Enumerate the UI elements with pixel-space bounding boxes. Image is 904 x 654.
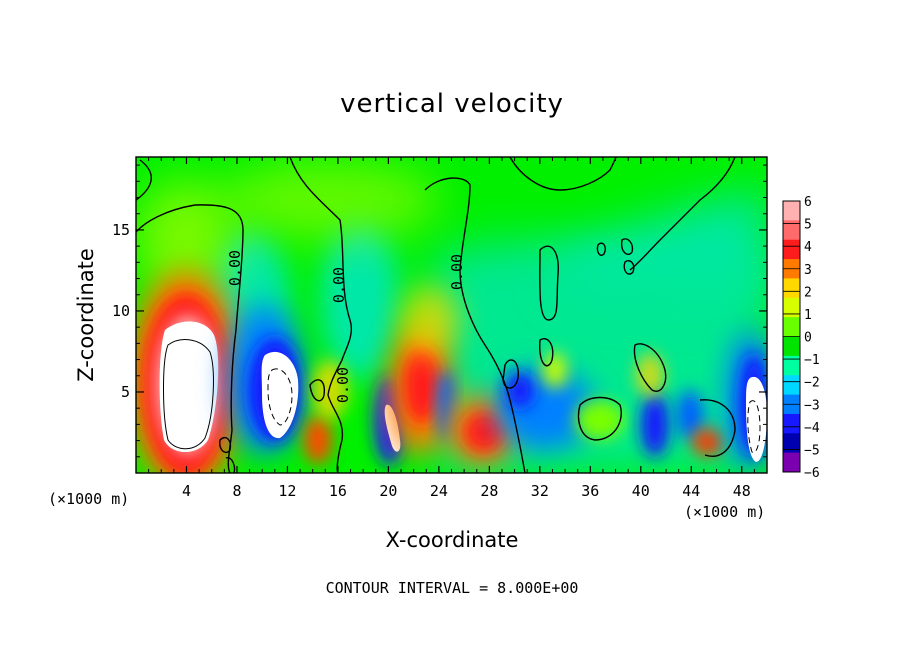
updraft-core-9-green bbox=[575, 400, 625, 440]
x-unit-label-left: (×1000 m) bbox=[48, 490, 129, 508]
contour-labels: 0.00 0.00 0.00 0.00 bbox=[226, 250, 466, 403]
x-tick-label: 36 bbox=[581, 482, 599, 500]
x-axis: 4 8 12 16 20 24 28 32 36 40 44 48 bbox=[148, 157, 755, 500]
x-tick-label: 24 bbox=[430, 482, 448, 500]
zero-contour-13 bbox=[309, 379, 325, 402]
contour-interval-note: CONTOUR INTERVAL = 8.000E+00 bbox=[326, 579, 579, 597]
zero-contour-10 bbox=[633, 343, 667, 392]
contour-label: 0.00 bbox=[334, 367, 352, 403]
updraft-core-9-haze bbox=[543, 352, 567, 388]
colorbar-swatch bbox=[783, 201, 800, 221]
colorbar-label: −2 bbox=[804, 376, 820, 391]
colorbar-swatch bbox=[783, 336, 800, 357]
colorbar-label: 5 bbox=[804, 218, 812, 233]
downdraft-core-2-peak bbox=[261, 351, 299, 439]
downdraft-core-10-b bbox=[676, 390, 704, 440]
x-tick-label: 48 bbox=[733, 482, 751, 500]
x-tick-label: 4 bbox=[182, 482, 191, 500]
contour-label: 0.00 bbox=[448, 254, 466, 290]
y-tick-label: 15 bbox=[112, 221, 130, 239]
updraft-core-3-haze bbox=[312, 360, 348, 420]
colorbar-swatch bbox=[783, 452, 800, 473]
y-axis-title: Z-coordinate bbox=[74, 248, 98, 382]
zero-contour-17 bbox=[218, 436, 232, 454]
field-region-weak-updraft-top bbox=[220, 160, 440, 240]
contour-downdraft-core-2 bbox=[267, 368, 293, 426]
zero-contour-11 bbox=[699, 399, 736, 457]
y-tick-label: 10 bbox=[112, 302, 130, 320]
zero-contour-15 bbox=[596, 242, 607, 256]
colorbar-label: −3 bbox=[804, 398, 820, 413]
contour-downdraft-core-12 bbox=[747, 400, 761, 454]
colorbar-label: 0 bbox=[804, 331, 812, 346]
colorbar-label: 6 bbox=[804, 195, 812, 210]
colorbar-swatch bbox=[783, 355, 800, 376]
y-axis: 5 10 15 bbox=[112, 164, 767, 458]
contour-label: 0.00 bbox=[226, 250, 244, 286]
x-tick-label: 44 bbox=[682, 482, 700, 500]
heatmap-field bbox=[136, 157, 767, 473]
colorbar-label: 4 bbox=[804, 240, 812, 255]
updraft-core-10-haze bbox=[636, 353, 664, 397]
x-tick-label: 32 bbox=[531, 482, 549, 500]
colorbar-swatch bbox=[783, 413, 800, 434]
colorbar-label: −5 bbox=[804, 443, 820, 458]
downdraft-core-8-dark bbox=[506, 372, 534, 408]
colorbar-label: −1 bbox=[804, 353, 820, 368]
colorbar-swatch bbox=[783, 375, 800, 396]
chart-title: vertical velocity bbox=[340, 89, 564, 119]
updraft-core-3 bbox=[304, 416, 332, 464]
colorbar-swatch bbox=[783, 239, 800, 260]
zero-contour-6 bbox=[629, 157, 736, 271]
x-tick-label: 20 bbox=[379, 482, 397, 500]
x-tick-label: 12 bbox=[278, 482, 296, 500]
field-region-weak-downdraft-mid bbox=[320, 220, 400, 380]
x-tick-label: 28 bbox=[480, 482, 498, 500]
updraft-core-11 bbox=[692, 428, 724, 456]
downdraft-core-10 bbox=[641, 393, 669, 457]
zero-contour-5 bbox=[509, 157, 617, 191]
contour-updraft-core-1 bbox=[163, 339, 214, 450]
colorbar-label: 2 bbox=[804, 285, 812, 300]
zero-contour-8 bbox=[502, 359, 519, 389]
zero-contour-7 bbox=[539, 245, 559, 321]
colorbar-label: −6 bbox=[804, 466, 820, 481]
x-tick-label: 8 bbox=[232, 482, 241, 500]
field-region-weak-updraft-left bbox=[136, 180, 235, 300]
x-tick-label: 16 bbox=[329, 482, 347, 500]
zero-contour-4 bbox=[424, 177, 526, 473]
colorbar-label: −4 bbox=[804, 421, 820, 436]
colorbar: 6 5 4 3 2 1 0 −1 −2 −3 −4 −5 −6 bbox=[782, 195, 820, 481]
x-axis-title: X-coordinate bbox=[386, 528, 519, 552]
y-tick-label: 5 bbox=[121, 383, 130, 401]
updraft-core-7-mid bbox=[464, 412, 504, 452]
colorbar-label: 3 bbox=[804, 263, 812, 278]
x-tick-label: 40 bbox=[632, 482, 650, 500]
colorbar-swatch bbox=[783, 297, 800, 318]
updraft-core-5-haze bbox=[400, 285, 460, 355]
colorbar-swatch bbox=[783, 220, 800, 241]
downdraft-core-4-peak bbox=[384, 404, 401, 452]
zero-contour-12 bbox=[539, 338, 554, 367]
zero-contour-9 bbox=[577, 396, 622, 441]
updraft-core-1-peak bbox=[159, 321, 219, 452]
updraft-core-5-mid bbox=[404, 347, 440, 423]
colorbar-swatch bbox=[783, 317, 800, 337]
contour-label: 0.00 bbox=[330, 267, 348, 303]
zero-contour-16 bbox=[623, 260, 635, 275]
zero-contour-14 bbox=[620, 238, 634, 256]
x-unit-label-right: (×1000 m) bbox=[684, 503, 765, 521]
field-region-weak-downdraft-upper bbox=[560, 190, 767, 305]
zero-contour-1 bbox=[136, 204, 244, 473]
colorbar-swatch bbox=[783, 278, 800, 299]
zero-contour-3 bbox=[289, 157, 352, 473]
colorbar-label: 1 bbox=[804, 308, 812, 323]
zero-contour-18 bbox=[225, 457, 236, 473]
downdraft-core-12-peak bbox=[746, 376, 767, 462]
colorbar-swatch bbox=[783, 433, 800, 454]
